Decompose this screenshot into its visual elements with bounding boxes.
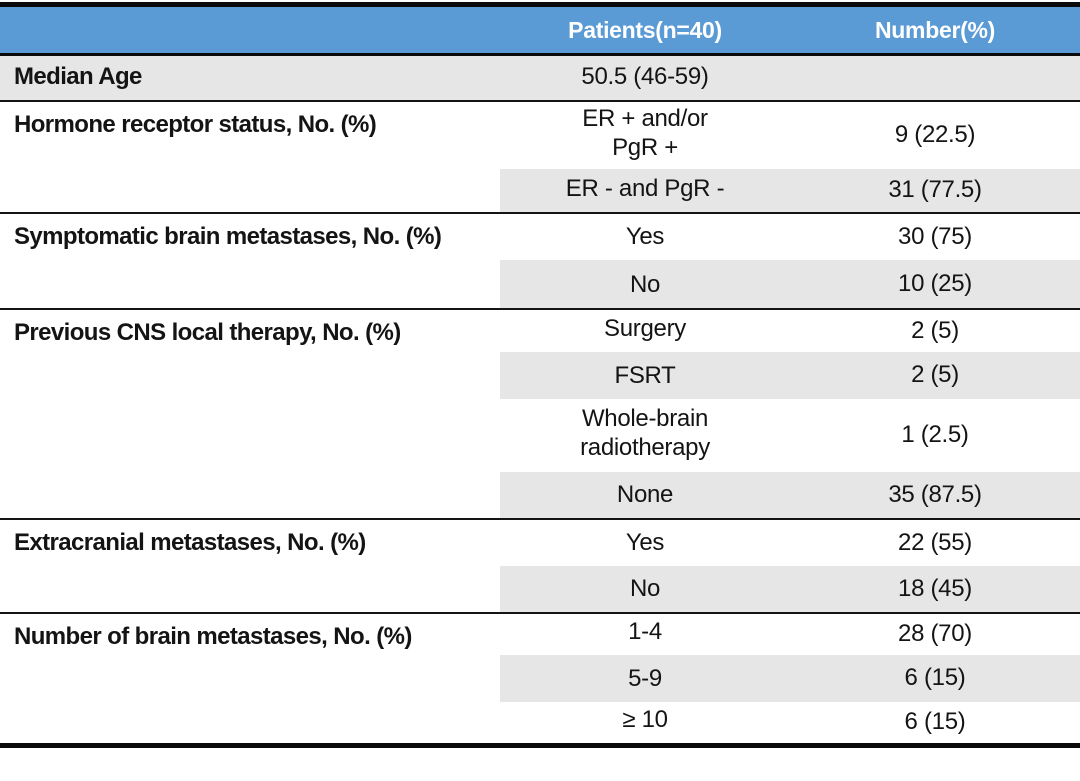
row-label: Median Age — [0, 53, 500, 101]
table-row-cns-fsrt: FSRT 2 (5) — [0, 351, 1080, 399]
patients-value: Yes — [500, 517, 790, 566]
number-value: 1 (2.5) — [901, 421, 969, 448]
number-value: 10 (25) — [790, 259, 1080, 309]
header-cell-empty — [0, 4, 500, 56]
table-row-cns-surgery: Previous CNS local therapy, No. (%) Surg… — [0, 307, 1080, 519]
number-value: 35 (87.5) — [790, 471, 1080, 519]
table-row-extracranial-yes: Extracranial metastases, No. (%) Yes 22 … — [0, 517, 1080, 613]
table-row-cns-none: None 35 (87.5) — [0, 471, 1080, 519]
table-row-extracranial-no: No 18 (45) — [0, 565, 1080, 613]
patient-characteristics-table: Patients(n=40) Number(%) Median Age 50.5… — [0, 2, 1080, 748]
patients-value: No — [500, 259, 790, 309]
header-cell-patients: Patients(n=40) — [500, 4, 790, 56]
table-row-brainmets-10plus: ≥ 10 6 (15) — [0, 702, 1080, 746]
table-row-er-positive: Hormone receptor status, No. (%) ER + an… — [0, 99, 1080, 213]
header-row: Patients(n=40) Number(%) — [0, 4, 1080, 56]
patients-value: No — [500, 565, 790, 613]
patients-value: None — [500, 471, 790, 519]
table-row-brainmets-5-9: 5-9 6 (15) — [0, 654, 1080, 702]
number-value: 22 (55) — [790, 517, 1080, 566]
number-value: 9 (22.5) — [790, 99, 1080, 169]
table-row-symptomatic-no: No 10 (25) — [0, 259, 1080, 309]
header-cell-number: Number(%) — [790, 4, 1080, 56]
patients-value: ≥ 10 — [622, 706, 668, 734]
number-value: 6 (15) — [904, 708, 966, 736]
table-row-symptomatic-yes: Symptomatic brain metastases, No. (%) Ye… — [0, 211, 1080, 309]
row-label: Symptomatic brain metastases, No. (%) — [0, 211, 500, 309]
number-value: 6 (15) — [790, 654, 1080, 702]
table-row-cns-wbrt: Whole-brain radiotherapy 1 (2.5) — [0, 399, 1080, 472]
patients-value: 5-9 — [500, 654, 790, 702]
number-value — [790, 53, 1080, 101]
patients-value: Surgery — [500, 307, 790, 352]
number-value: 18 (45) — [790, 565, 1080, 613]
row-label: Number of brain metastases, No. (%) — [0, 611, 500, 746]
number-value: 2 (5) — [790, 307, 1080, 352]
table-row-brainmets-1-4: Number of brain metastases, No. (%) 1-4 … — [0, 611, 1080, 746]
patients-value: 1-4 — [500, 611, 790, 655]
table-row-median-age: Median Age 50.5 (46-59) — [0, 53, 1080, 101]
row-label: Extracranial metastases, No. (%) — [0, 517, 500, 613]
patients-value: Whole-brain radiotherapy — [580, 404, 710, 461]
number-value: 30 (75) — [790, 211, 1080, 260]
row-label: Hormone receptor status, No. (%) — [0, 99, 500, 213]
patients-value: ER + and/or PgR + — [500, 99, 790, 169]
row-label: Previous CNS local therapy, No. (%) — [0, 307, 500, 519]
patients-value: FSRT — [500, 351, 790, 399]
table-row-er-negative: ER - and PgR - 31 (77.5) — [0, 168, 1080, 213]
patients-value: 50.5 (46-59) — [500, 53, 790, 101]
patients-value: ER - and PgR - — [500, 168, 790, 213]
number-value: 31 (77.5) — [790, 168, 1080, 213]
patients-value: Yes — [500, 211, 790, 260]
number-value: 2 (5) — [790, 351, 1080, 399]
number-value: 28 (70) — [790, 611, 1080, 655]
